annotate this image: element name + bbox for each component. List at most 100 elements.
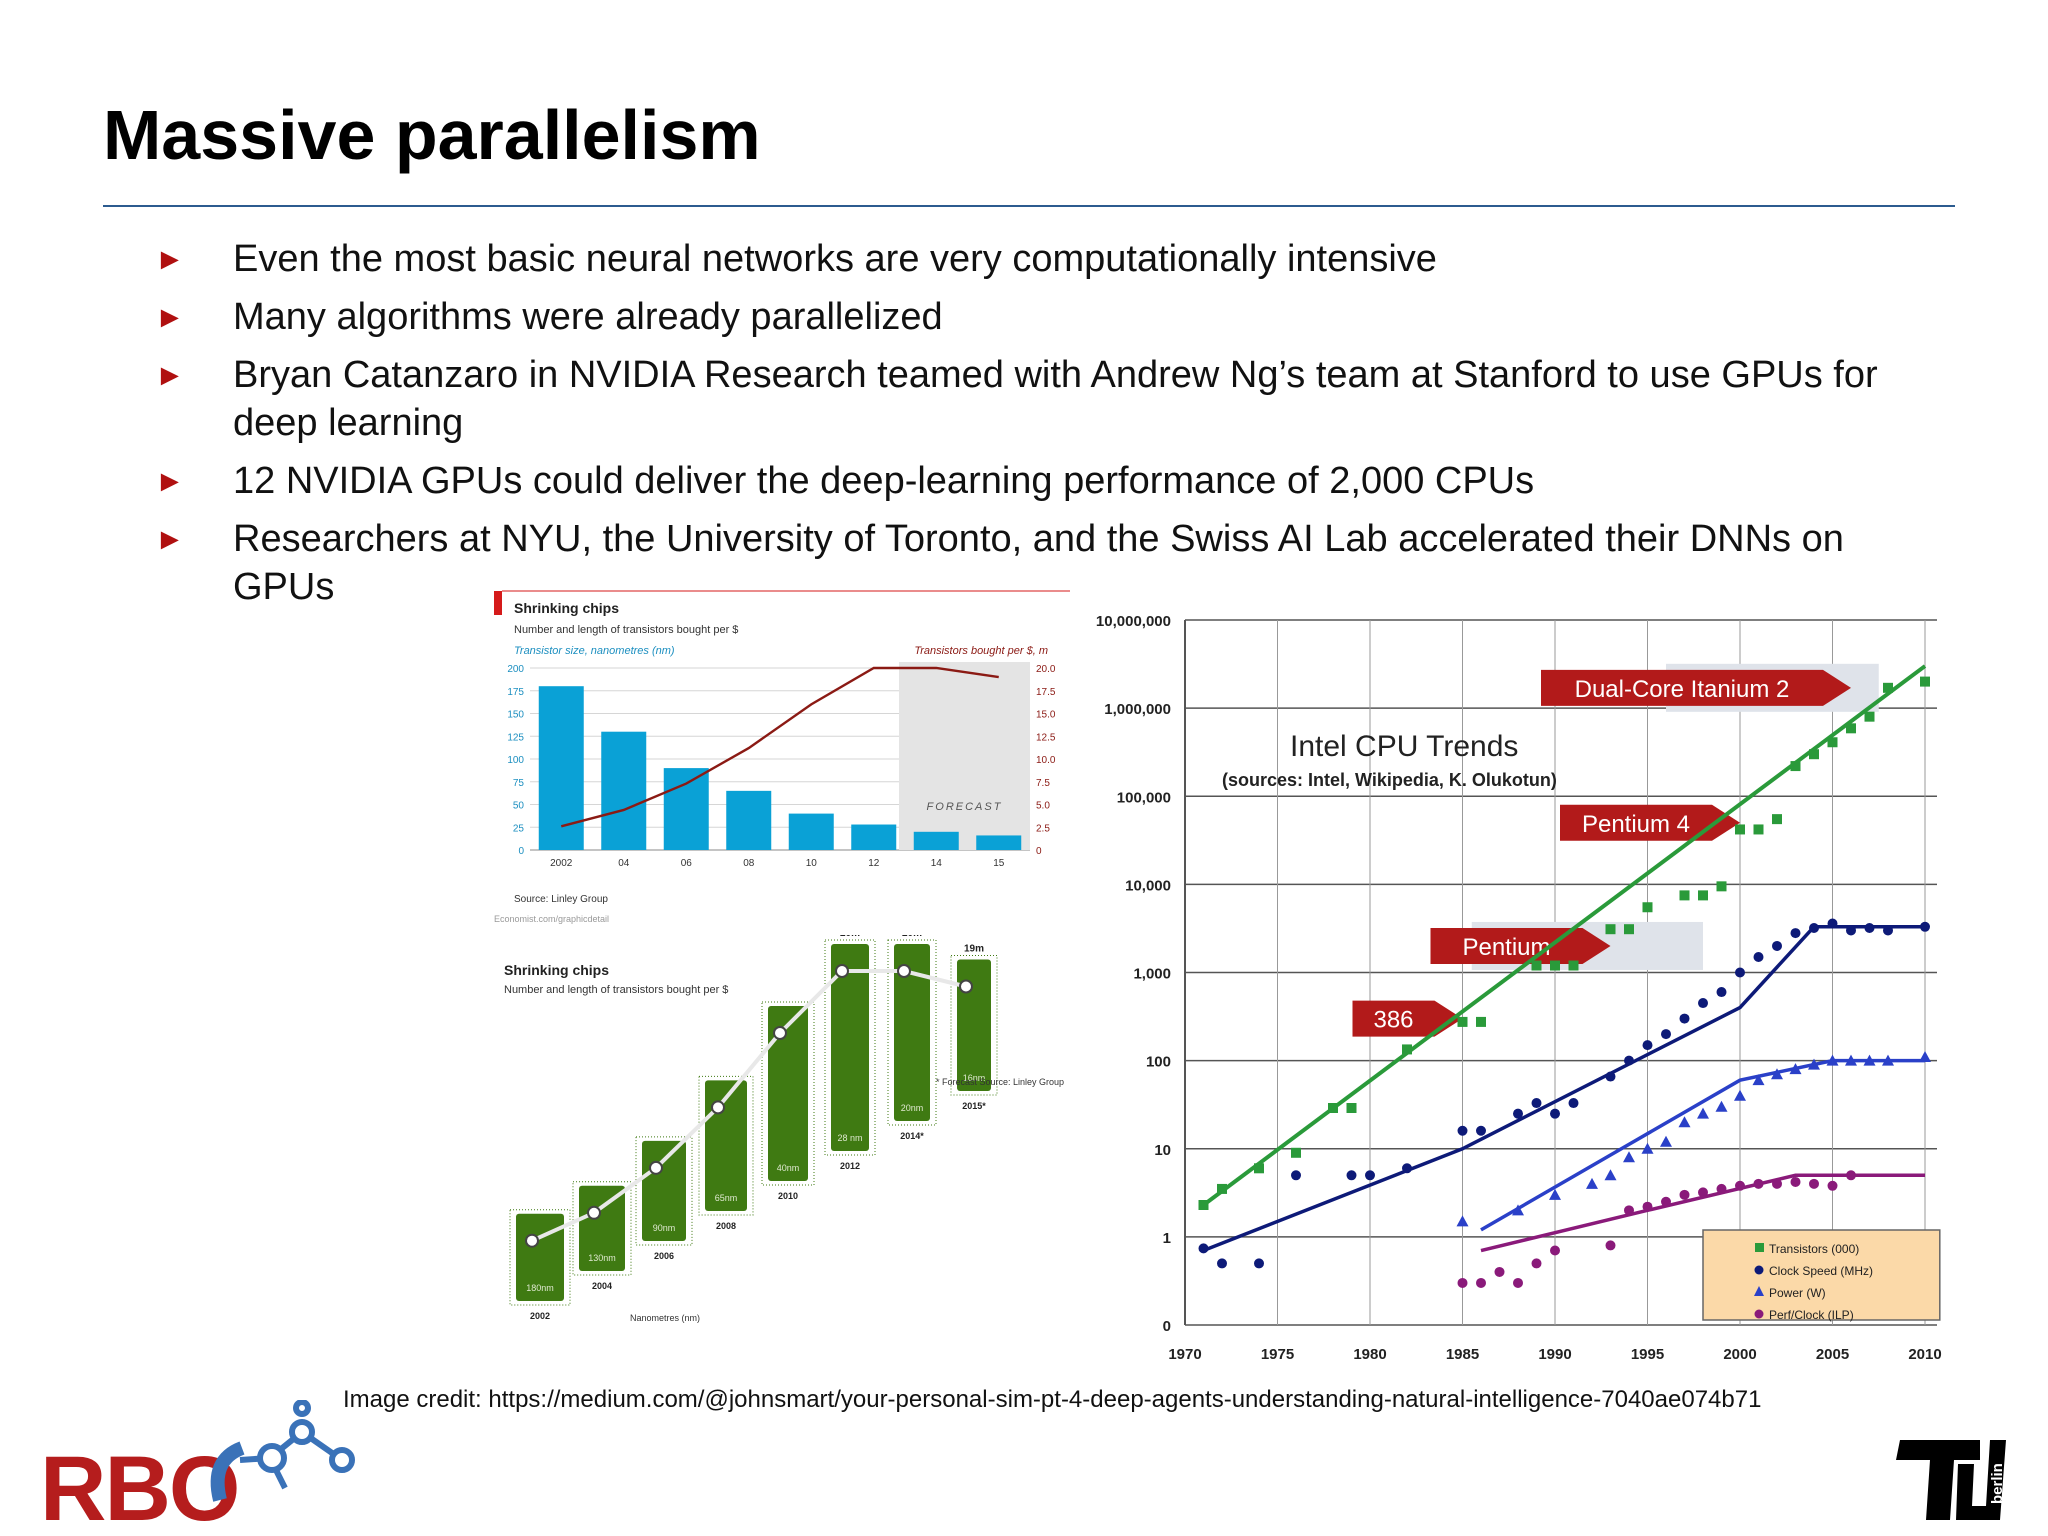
intel-point [1476, 1125, 1486, 1136]
intel-y-tick-label: 1,000 [1133, 966, 1171, 983]
chip-value-label: 20m [840, 935, 860, 939]
bullet-text: Researchers at NYU, the University of To… [233, 518, 1844, 608]
intel-annotation-arrow-icon [1352, 1000, 1463, 1037]
intel-point [1254, 1258, 1264, 1269]
intel-annotation-pentium: Pentium [1430, 921, 1703, 970]
bullet-list: ► Even the most basic neural networks are… [155, 235, 1955, 621]
chip-value-label: 2.6m [529, 1198, 552, 1209]
bar-chart-right-axis-label: Transistors bought per $, m [914, 645, 1048, 657]
bar-right-tick-label: 2.5 [1036, 823, 1050, 834]
intel-point [1476, 1277, 1486, 1288]
bar-left-tick-label: 25 [513, 823, 525, 834]
chip-node-label: 65nm [715, 1193, 738, 1203]
forecast-band [899, 662, 1030, 850]
bullet-arrow-icon: ► [155, 243, 185, 276]
intel-point [1826, 1054, 1839, 1066]
intel-point [1753, 824, 1764, 835]
chip-pins [572, 1181, 632, 1276]
intel-point [1846, 723, 1856, 734]
intel-trend-line [1202, 925, 1925, 1253]
intel-point [1827, 737, 1838, 748]
intel-annotation-386: 386 [1352, 1000, 1463, 1037]
intel-point [1624, 1055, 1634, 1066]
chip-pins [698, 1075, 754, 1216]
chip-year-label: 2008 [716, 1221, 736, 1231]
intel-point [1402, 1163, 1412, 1174]
bar-left-tick-label: 100 [507, 755, 524, 766]
image-credit: Image credit: https://medium.com/@johnsm… [343, 1386, 1762, 1413]
bullet-item: ► Even the most basic neural networks are… [155, 235, 1955, 283]
intel-point [1642, 1201, 1653, 1212]
bar-chart-price-line [560, 666, 999, 828]
bar-chart-ticks: 200175150125100755025020.017.515.012.510… [507, 664, 1056, 869]
intel-point [1457, 1277, 1468, 1288]
bullet-text: Even the most basic neural networks are … [233, 238, 1437, 280]
chip-pins [761, 1001, 815, 1186]
shrinking-chips-chip-infographic: Shrinking chips Number and length of tra… [490, 935, 1070, 1370]
chip-pins [824, 939, 876, 1156]
bar-x-tick-label: 10 [806, 858, 818, 869]
chip-body [768, 1006, 808, 1181]
intel-annotation-label: Dual-Core Itanium 2 [1575, 676, 1790, 703]
intel-point [1845, 1054, 1857, 1066]
intel-chart-banners: 386 Pentium Pentium 4 Dual-Core Itanium 2 [1352, 663, 1879, 1037]
intel-point [1698, 890, 1708, 901]
bar-right-tick-label: 10.0 [1036, 755, 1056, 766]
bullet-arrow-icon: ► [155, 301, 185, 334]
intel-x-tick-label: 1990 [1538, 1346, 1571, 1363]
intel-point [1550, 1245, 1560, 1256]
bullet-text: Many algorithms were already parallelize… [233, 296, 943, 338]
bar-right-tick-label: 20.0 [1036, 664, 1056, 675]
intel-legend-marker [1755, 1243, 1764, 1252]
chip-body [831, 944, 869, 1151]
bar-x-tick-label: 08 [743, 858, 755, 869]
intel-point [1661, 1029, 1671, 1040]
bar-left-tick-label: 125 [507, 732, 524, 743]
chip-chart-subtitle: Number and length of transistors bought … [504, 984, 728, 996]
intel-point [1772, 1178, 1782, 1189]
rbo-logo-text: RBO [40, 1438, 238, 1530]
intel-annotation-label: Pentium 4 [1582, 811, 1690, 838]
intel-y-tick-label: 100,000 [1117, 789, 1171, 806]
chip-value-label: 11.2m [712, 1064, 740, 1075]
chip-node-label: 20nm [901, 1103, 924, 1113]
intel-point [1661, 1196, 1671, 1207]
bar-right-tick-label: 12.5 [1036, 732, 1056, 743]
tu-logo-u-shape [1956, 1440, 2006, 1520]
intel-point [1679, 1189, 1690, 1200]
intel-legend-marker [1754, 1309, 1764, 1319]
chip-year-label: 2015* [962, 1101, 986, 1111]
chip-point-2002 [525, 1233, 539, 1248]
intel-x-tick-label: 1985 [1446, 1346, 1479, 1363]
intel-legend-marker [1754, 1286, 1764, 1296]
intel-legend-box [1702, 1229, 1941, 1321]
intel-point [1809, 749, 1819, 760]
bullet-item: ► Many algorithms were already paralleliz… [155, 293, 1955, 341]
intel-point [1716, 1183, 1727, 1194]
intel-point [1457, 1016, 1468, 1027]
chip-value-label: 16m [778, 990, 798, 1001]
intel-point [1752, 1074, 1765, 1086]
intel-point [1217, 1258, 1227, 1269]
bar-left-tick-label: 175 [507, 687, 524, 698]
rbo-logo: RBO [40, 1400, 355, 1530]
intel-point [1402, 1044, 1412, 1055]
intel-point [1549, 1188, 1561, 1200]
intel-point [1365, 1170, 1375, 1181]
intel-point [1789, 1063, 1802, 1075]
intel-point [1679, 1013, 1690, 1024]
intel-point [1772, 940, 1782, 951]
bar-right-tick-label: 15.0 [1036, 710, 1056, 721]
intel-legend-label: Clock Speed (MHz) [1769, 1264, 1873, 1278]
bar-right-tick-label: 7.5 [1036, 778, 1050, 789]
intel-point [1456, 1215, 1469, 1227]
bar-15 [976, 835, 1022, 850]
intel-annotation-dual-core-itanium-2: Dual-Core Itanium 2 [1541, 663, 1879, 712]
intel-point [1883, 925, 1893, 936]
chip-2006: 90nm 2006 7.3m [635, 1125, 693, 1261]
intel-point [1846, 1170, 1856, 1181]
intel-annotation-arrow-icon [1541, 669, 1851, 706]
intel-point [1642, 902, 1653, 913]
intel-point [1864, 711, 1875, 722]
chip-year-label: 2006 [654, 1251, 674, 1261]
